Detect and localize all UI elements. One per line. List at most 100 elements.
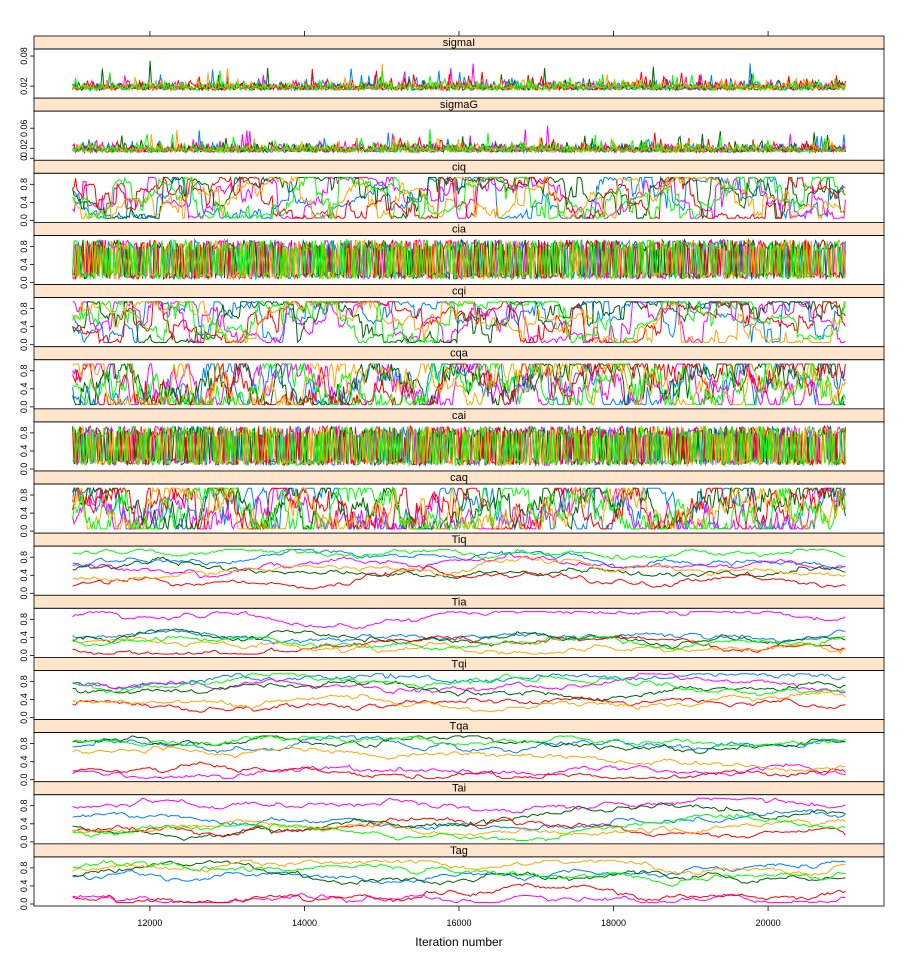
strip-label-ciq: ciq [452,161,466,173]
series-Tiq-5 [72,555,846,583]
series-Tiq-6 [72,548,846,560]
series-Tai-6 [72,813,846,842]
series-Tiq-1 [72,548,846,569]
series-Tiq-2 [72,552,846,579]
y-tick-label-Tiq: 0.8 [19,551,29,564]
series-Tag-4 [72,883,846,904]
panel-frame-sigmaI [33,48,885,99]
strip-label-cia: cia [452,223,467,235]
series-Tqa-1 [72,735,846,754]
strip-label-Tia: Tia [452,596,468,608]
series-group-ciq [72,175,846,221]
strip-label-cqi: cqi [452,286,466,298]
panel-caq: caq 0.0 0.4 0.8 [19,470,885,538]
series-cqi-5 [72,300,846,344]
y-tick-label-cia: 0.8 [19,240,29,253]
series-group-cqi [72,300,846,345]
panel-Tiq: Tiq 0.0 0.4 0.8 [19,532,885,600]
x-tick-label: 14000 [292,918,317,928]
panel-Tai: Tai 0.0 0.4 0.8 [19,781,885,848]
series-caq-5 [72,486,846,531]
y-tick-label-Tqa: 0.8 [19,737,29,750]
y-tick-label-Tqa: 0.0 [19,773,29,786]
panel-Tia: Tia 0.0 0.4 0.8 [19,594,885,662]
y-tick-label-sigmaI: 0.08 [19,47,29,65]
series-Tai-1 [72,809,846,831]
series-ciq-6 [72,176,846,220]
series-Tia-6 [72,635,846,651]
strip-label-Tqi: Tqi [451,658,466,670]
y-tick-label-cqi: 0.4 [19,320,29,333]
series-Tag-1 [72,860,846,885]
series-group-Tia [72,611,846,655]
series-Tqa-6 [72,735,846,748]
panel-sigmaI: sigmaI 0.02 0.08 [19,35,885,99]
y-tick-label-caq: 0.8 [19,489,29,502]
series-Tqi-3 [72,679,846,702]
series-Tia-4 [72,634,846,655]
panel-ciq: ciq 0.0 0.4 0.8 [19,159,885,227]
series-Tqi-4 [72,696,846,713]
y-tick-label-ciq: 0.0 [19,214,29,227]
panel-cia: cia 0.0 0.4 0.8 [19,222,885,289]
strip-label-caq: caq [450,472,468,484]
series-Tag-2 [72,893,846,904]
panel-cai: cai 0.0 0.4 0.8 [19,408,885,475]
series-ciq-5 [72,175,846,221]
series-sigmaI-5 [72,63,846,92]
series-Tqa-4 [72,761,846,779]
x-axis-title: Iteration number [415,935,502,949]
series-Tiq-3 [72,556,846,579]
series-Tqa-2 [72,763,846,779]
series-Tia-3 [72,628,846,650]
panel-sigmaG: sigmaG 00.02 0.06 [19,97,885,161]
series-group-sigmaI [72,60,846,93]
y-tick-label-caq: 0.0 [19,525,29,538]
series-caq-2 [72,486,846,531]
y-tick-label-Tia: 0.0 [19,649,29,662]
series-Tai-2 [72,797,846,814]
series-Tag-5 [72,859,846,877]
strip-label-Tqa: Tqa [450,721,470,733]
series-Tia-5 [72,636,846,655]
y-tick-label-Tai: 0.4 [19,818,29,831]
series-group-cqa [72,362,846,407]
y-tick-label-cia: 0.0 [19,276,29,289]
series-Tag-6 [72,859,846,887]
series-Tqi-6 [72,673,846,697]
y-tick-label-Tqi: 0.8 [19,675,29,688]
series-Tai-5 [72,818,846,837]
y-tick-label-Tqa: 0.4 [19,755,29,768]
y-tick-label-Tqi: 0.4 [19,693,29,706]
series-caq-6 [72,486,846,531]
series-ciq-4 [72,175,846,220]
series-cai-6 [72,424,846,467]
y-tick-label-ciq: 0.8 [19,178,29,191]
series-group-cai [72,424,846,468]
y-tick-label-Tiq: 0.0 [19,587,29,600]
series-Tia-1 [72,629,846,645]
y-tick-label-Tag: 0.0 [19,898,29,911]
panel-Tqa: Tqa 0.0 0.4 0.8 [19,719,885,786]
series-group-Tqi [72,673,846,713]
series-Tai-4 [72,816,846,839]
panel-frame-Tqa [33,732,885,783]
x-tick-label: 18000 [601,918,626,928]
series-ciq-2 [72,175,846,220]
strip-label-sigmaG: sigmaG [440,99,478,111]
axis-layer: 12000 14000 16000 18000 20000 [137,31,781,928]
x-tick-label: 12000 [137,918,162,928]
series-Tia-2 [72,611,846,630]
y-tick-label-sigmaG: 0.06 [19,119,29,137]
y-tick-label-cai: 0.8 [19,427,29,440]
y-tick-label-cqa: 0.4 [19,383,29,396]
series-caq-4 [72,486,846,531]
series-cai-3 [72,425,846,467]
strip-label-cai: cai [452,410,466,422]
strip-label-Tai: Tai [452,783,466,795]
series-cqa-6 [72,362,846,407]
series-Tai-3 [72,802,846,841]
y-tick-label-cqa: 0.8 [19,364,29,377]
y-tick-label-Tia: 0.8 [19,613,29,626]
